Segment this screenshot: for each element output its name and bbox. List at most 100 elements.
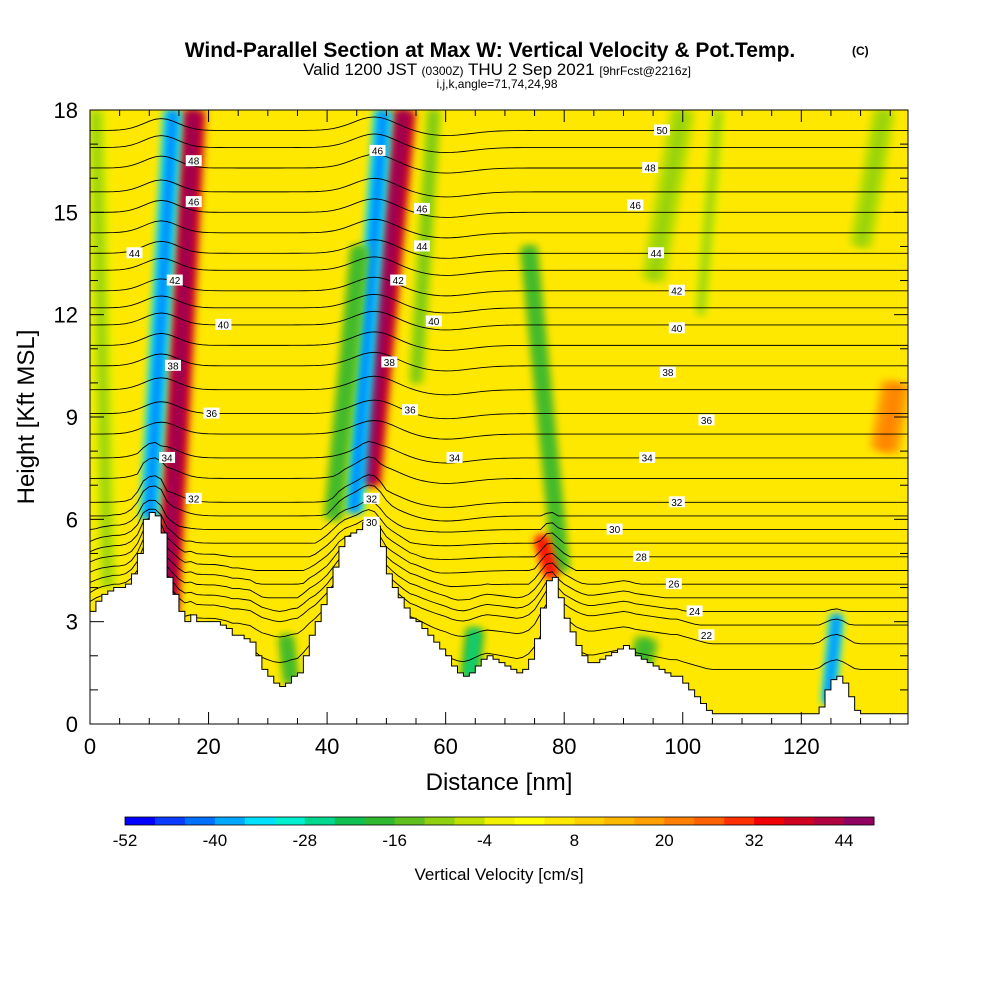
velocity-features [90, 110, 908, 710]
x-tick-label: 100 [664, 734, 701, 759]
contour-label-bg [413, 202, 430, 214]
contour-label: 42 [393, 276, 405, 287]
contour-label: 46 [188, 198, 200, 209]
colorbar-swatch [125, 817, 156, 825]
colorbar-tick-label: 44 [835, 831, 854, 850]
colorbar-swatch [634, 817, 665, 825]
velocity-streak-core-11 [281, 634, 296, 684]
contour-label: 48 [188, 157, 200, 168]
theta-contour-26 [90, 535, 908, 588]
colorbar-tick-label: 20 [655, 831, 674, 850]
contour-label: 38 [384, 358, 396, 369]
colorbar-swatch [424, 817, 456, 825]
contour-label: 44 [416, 242, 428, 253]
contour-label: 50 [656, 126, 668, 137]
contour-label: 34 [642, 453, 654, 464]
x-tick-label: 40 [315, 734, 339, 759]
contour-label-bg [126, 247, 143, 259]
y-tick-label: 3 [66, 610, 78, 635]
theta-contour-labels: 48 46 44 42 40 38 36 34 32 46 46 44 42 40 38 36 34 32 30 50… [126, 124, 715, 642]
y-tick-label: 18 [54, 98, 78, 123]
colorbar-swatch [214, 817, 246, 825]
contour-label-bg [164, 359, 181, 371]
velocity-streak-core-10 [465, 627, 480, 681]
theta-contour-42 [90, 276, 908, 297]
theta-contour-38 [90, 351, 908, 372]
y-tick-label: 9 [66, 405, 78, 430]
contour-label-bg [363, 492, 380, 504]
colorbar: -52 -40 -28 -16 -4 8 20 32 44 [113, 816, 875, 850]
colorbar-swatch [364, 817, 396, 825]
colorbar-swatch [184, 817, 216, 825]
theta-contour-24 [90, 546, 908, 612]
theta-contour-46 [90, 198, 908, 218]
colorbar-tick-label: -28 [292, 831, 317, 850]
theta-contour-28 [90, 517, 908, 560]
theta-contour-34 [90, 440, 908, 464]
contour-label-bg [654, 124, 671, 136]
contour-label-bg [698, 414, 715, 426]
colorbar-swatch [844, 817, 875, 825]
velocity-streak-core-12 [90, 110, 114, 588]
colorbar-swatch [544, 817, 575, 825]
colorbar-swatch [154, 817, 186, 825]
x-tick-label: 120 [783, 734, 820, 759]
chart-title: Wind-Parallel Section at Max W: Vertical… [185, 39, 796, 62]
contour-label: 32 [671, 498, 683, 509]
contour-label-bg [665, 578, 682, 590]
colorbar-swatch [724, 817, 755, 825]
contour-label: 38 [167, 361, 179, 372]
contour-label: 42 [169, 276, 181, 287]
colorbar-tick-label: -52 [113, 831, 138, 850]
theta-contour-37 [90, 375, 908, 396]
colorbar-swatch [514, 817, 545, 825]
contour-label: 40 [671, 324, 683, 335]
colorbar-swatch [274, 817, 306, 825]
theta-contour-44 [90, 239, 908, 259]
theta-contour-25 [90, 541, 908, 601]
colorbar-swatch [814, 817, 845, 825]
theta-contour-47 [90, 177, 908, 198]
x-tick-label: 20 [196, 734, 220, 759]
colorbar-swatch [484, 817, 515, 825]
contour-label-bg [627, 199, 644, 211]
contour-label-bg [413, 240, 430, 252]
contour-label-bg [425, 315, 442, 327]
theta-contour-31 [90, 484, 908, 522]
contour-label-bg [686, 605, 703, 617]
colorbar-tick-label: -4 [477, 831, 492, 850]
theta-contour-36 [90, 399, 908, 420]
contour-label: 44 [651, 249, 663, 260]
contour-label: 46 [630, 201, 642, 212]
contour-label-bg [668, 496, 685, 508]
contour-label-bg [215, 318, 232, 330]
grid-info: i,j,k,angle=71,74,24,98 [436, 77, 557, 91]
contour-label: 24 [689, 607, 701, 618]
contour-label: 36 [701, 416, 713, 427]
contour-label-bg [659, 366, 676, 378]
colorbar-swatch [454, 817, 486, 825]
theta-contour-27 [90, 526, 908, 574]
y-tick-label: 15 [54, 200, 78, 225]
contour-label: 22 [701, 631, 713, 642]
contour-label-bg [185, 196, 202, 208]
valid-prefix: Valid 1200 JST [303, 60, 417, 79]
plot-area: 48 46 44 42 40 38 36 34 32 46 46 44 42 40 38 36 34 32 30 50… [90, 110, 908, 724]
valid-time-line: Valid 1200 JST (0300Z) THU 2 Sep 2021 [9… [303, 60, 691, 79]
contour-label-bg [203, 407, 220, 419]
contour-label-bg [390, 274, 407, 286]
colorbar-swatch [694, 817, 725, 825]
contour-label: 36 [206, 409, 218, 420]
y-tick-label: 6 [66, 507, 78, 532]
contour-label: 40 [428, 317, 440, 328]
colorbar-swatch [394, 817, 426, 825]
x-tick-label: 60 [433, 734, 457, 759]
theta-contour-35 [90, 420, 908, 440]
contour-label-bg [648, 247, 665, 259]
colorbar-tick-label: 32 [745, 831, 764, 850]
contour-label: 28 [636, 552, 648, 563]
contour-label: 36 [405, 406, 417, 417]
x-tick-label: 0 [84, 734, 96, 759]
y-tick-label: 0 [66, 712, 78, 737]
colorbar-swatch [334, 817, 366, 825]
